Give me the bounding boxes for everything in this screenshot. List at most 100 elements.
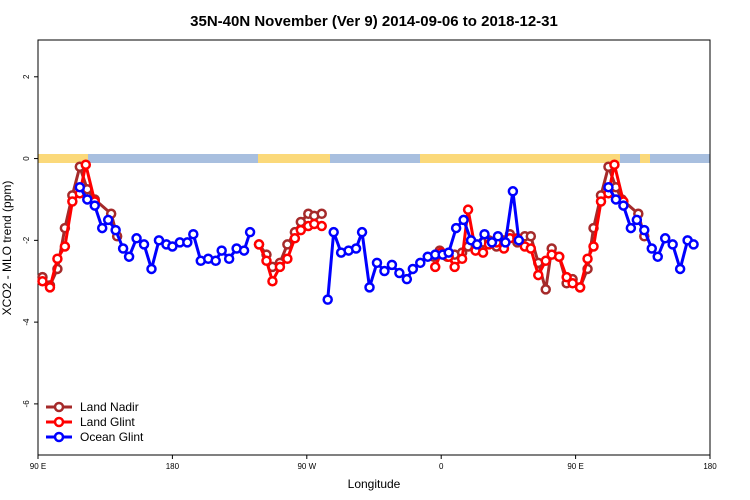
point	[350, 243, 362, 254]
point	[364, 282, 375, 293]
land-band	[640, 154, 650, 163]
point	[316, 220, 327, 232]
legend-label: Ocean Glint	[80, 430, 144, 444]
y-tick-label: -4	[22, 318, 31, 326]
point	[407, 263, 419, 275]
legend-label: Land Glint	[80, 415, 135, 429]
point	[182, 237, 193, 248]
point	[89, 200, 100, 211]
point	[244, 226, 256, 238]
point	[216, 245, 227, 256]
series-line	[41, 163, 625, 289]
land-band	[420, 154, 620, 163]
point	[138, 239, 150, 250]
point	[603, 181, 614, 193]
legend-marker	[53, 431, 65, 443]
y-tick-label: -2	[22, 236, 31, 244]
point	[102, 214, 114, 226]
point	[625, 222, 637, 234]
point	[610, 194, 622, 205]
point	[540, 255, 551, 267]
point	[356, 226, 368, 238]
point	[123, 251, 135, 262]
point	[500, 237, 511, 248]
point	[588, 241, 599, 252]
point	[652, 251, 663, 262]
legend-marker	[53, 401, 65, 413]
land-mask	[38, 154, 710, 163]
point	[618, 200, 629, 211]
point	[394, 267, 405, 279]
point	[646, 243, 658, 254]
point	[567, 278, 578, 289]
point	[82, 194, 93, 205]
point	[574, 282, 586, 293]
point	[238, 245, 250, 256]
y-tick-label: -6	[22, 400, 31, 408]
x-axis-label: Longitude	[348, 477, 401, 491]
point	[401, 273, 413, 285]
point	[492, 231, 504, 242]
point	[639, 224, 650, 236]
point	[316, 208, 327, 220]
point	[44, 282, 56, 293]
legend-label: Land Nadir	[80, 400, 139, 414]
point	[328, 226, 339, 238]
point	[131, 233, 142, 244]
point	[146, 263, 157, 275]
point	[188, 228, 199, 240]
point	[74, 181, 86, 193]
x-tick-label: 90 E	[567, 462, 583, 471]
point	[477, 247, 489, 258]
point	[415, 257, 426, 269]
point	[223, 253, 235, 264]
point	[282, 253, 293, 264]
land-band	[258, 154, 330, 163]
y-axis-label: XCO2 - MLO trend (ppm)	[0, 181, 14, 316]
point	[553, 251, 565, 262]
point	[322, 294, 333, 305]
point	[450, 222, 462, 234]
point	[458, 214, 469, 226]
point	[479, 228, 490, 240]
point	[386, 259, 398, 271]
point	[667, 239, 678, 250]
point	[525, 231, 537, 242]
point	[117, 243, 129, 254]
point	[456, 253, 468, 264]
point	[429, 261, 441, 273]
point	[533, 269, 544, 281]
point	[59, 241, 71, 252]
y-tick-label: 2	[22, 74, 31, 79]
point	[167, 241, 178, 252]
point	[289, 233, 301, 244]
point	[659, 233, 671, 244]
point	[595, 196, 607, 207]
chart-title: 35N-40N November (Ver 9) 2014-09-06 to 2…	[190, 13, 558, 30]
point	[688, 239, 699, 250]
point	[37, 275, 48, 287]
point	[561, 271, 572, 283]
ocean-band	[38, 154, 710, 163]
point	[582, 253, 593, 264]
y-tick-label: 0	[22, 156, 31, 161]
point	[210, 255, 221, 267]
x-tick-label: 0	[439, 462, 444, 471]
legend-marker	[53, 416, 65, 428]
point	[371, 257, 383, 269]
point	[486, 237, 498, 248]
point	[449, 261, 460, 273]
point	[462, 204, 474, 215]
point	[67, 196, 78, 207]
point	[443, 247, 454, 258]
x-tick-label: 180	[703, 462, 717, 471]
point	[540, 284, 551, 295]
point	[80, 159, 92, 170]
point	[274, 261, 286, 273]
point	[674, 263, 686, 275]
land-band	[38, 154, 88, 163]
point	[295, 224, 307, 236]
point	[379, 265, 390, 277]
point	[153, 235, 165, 246]
